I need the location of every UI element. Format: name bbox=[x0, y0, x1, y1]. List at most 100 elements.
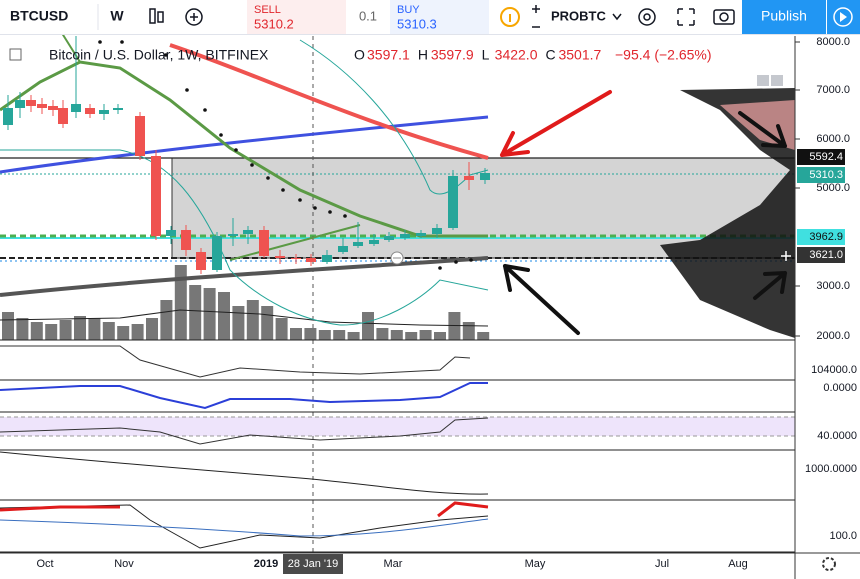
indicator-line bbox=[0, 501, 489, 518]
price-badge-label: 3621.0 bbox=[809, 249, 843, 261]
candle-body bbox=[212, 236, 222, 270]
info-icon[interactable] bbox=[500, 7, 520, 27]
collapse-icon[interactable] bbox=[9, 48, 22, 61]
annotation-arrow bbox=[500, 90, 612, 157]
sar-dot bbox=[281, 188, 285, 192]
indicator-line bbox=[0, 451, 489, 495]
settings-icon[interactable] bbox=[638, 8, 656, 26]
quantity[interactable]: 0.1 bbox=[359, 8, 377, 23]
sar-dot bbox=[185, 88, 189, 92]
price-badge bbox=[797, 247, 845, 263]
volume-bar bbox=[347, 332, 360, 340]
price-axis bbox=[795, 36, 860, 553]
volume-bar bbox=[160, 300, 173, 340]
play-icon bbox=[840, 12, 847, 22]
candle-body bbox=[48, 106, 58, 110]
volume-bar bbox=[462, 322, 475, 340]
ma-line bbox=[0, 60, 488, 238]
ohlc-label: H bbox=[418, 47, 428, 63]
price-badge-label: 5310.3 bbox=[809, 169, 843, 181]
interval[interactable]: W bbox=[110, 8, 124, 24]
candle-body bbox=[322, 255, 332, 262]
price-badge-label: 5592.4 bbox=[809, 151, 843, 163]
candle-body bbox=[166, 230, 176, 236]
indicators-icon[interactable] bbox=[190, 13, 198, 21]
annotation-arrow bbox=[753, 271, 787, 300]
candle-body bbox=[15, 100, 25, 108]
settings-icon[interactable] bbox=[643, 13, 651, 21]
account[interactable]: PROBTC bbox=[551, 8, 607, 23]
price-tick-label: 3000.0 bbox=[816, 280, 850, 292]
candle-body bbox=[338, 246, 348, 252]
legend-title: Bitcoin / U.S. Dollar, 1W, BITFINEX bbox=[49, 47, 269, 63]
candle-body bbox=[464, 176, 474, 180]
crosshair-tag bbox=[283, 554, 343, 574]
sar-dot bbox=[120, 40, 124, 44]
volume-bar bbox=[146, 318, 158, 340]
band-line bbox=[0, 149, 489, 326]
candle-body bbox=[135, 116, 145, 156]
volume-bar bbox=[218, 292, 230, 340]
price-badge bbox=[797, 229, 845, 245]
snapshot-icon[interactable] bbox=[713, 9, 735, 25]
sell-price: 5310.2 bbox=[254, 16, 294, 31]
sar-dot bbox=[203, 108, 207, 112]
fullscreen-icon[interactable] bbox=[677, 8, 695, 26]
scale-button[interactable] bbox=[757, 75, 769, 86]
annotation-arrow bbox=[738, 111, 787, 148]
time-tick-label: May bbox=[525, 558, 546, 570]
buy-label: BUY bbox=[397, 4, 420, 16]
crosshair-label: 28 Jan '19 bbox=[288, 558, 338, 570]
price-badge bbox=[797, 167, 845, 183]
trend-line bbox=[229, 224, 361, 261]
time-tick-label: 2019 bbox=[254, 558, 278, 570]
volume-bar bbox=[74, 316, 86, 340]
scale-button[interactable] bbox=[771, 75, 783, 86]
publish-button[interactable] bbox=[742, 0, 826, 34]
candle-body bbox=[243, 230, 253, 234]
qty-stepper[interactable] bbox=[532, 5, 540, 28]
ohlc-value: 3597.9 bbox=[431, 47, 474, 63]
volume-bar bbox=[88, 318, 101, 340]
volume-bar bbox=[16, 318, 29, 340]
settings-icon[interactable] bbox=[822, 557, 836, 571]
price-tick-label: 2000.0 bbox=[816, 330, 850, 342]
volume-bar bbox=[102, 322, 115, 340]
candle-body bbox=[259, 230, 269, 256]
sar-dot bbox=[250, 163, 254, 167]
sell-button[interactable] bbox=[247, 0, 346, 34]
volume-bar bbox=[333, 330, 346, 340]
time-tick-label: Nov bbox=[114, 558, 134, 570]
candle-body bbox=[432, 228, 442, 234]
volume-bar bbox=[45, 324, 58, 340]
volume-bar bbox=[405, 332, 418, 340]
candle-style-icon[interactable] bbox=[157, 11, 164, 23]
candle-body bbox=[384, 236, 394, 240]
volume-bar bbox=[419, 330, 432, 340]
publish-label: Publish bbox=[761, 8, 807, 24]
indicators-icon[interactable] bbox=[185, 8, 203, 26]
indicator-line bbox=[0, 345, 471, 378]
price-tick-label: 8000.0 bbox=[816, 36, 850, 48]
candle-style-icon[interactable] bbox=[149, 8, 156, 24]
candle-body bbox=[58, 108, 68, 124]
buy-button[interactable] bbox=[390, 0, 489, 34]
plus-icon bbox=[781, 251, 791, 261]
symbol[interactable]: BTCUSD bbox=[10, 8, 68, 24]
sar-dot bbox=[266, 176, 270, 180]
volume-bar bbox=[174, 265, 187, 340]
sar-dot bbox=[219, 133, 223, 137]
candle-body bbox=[480, 173, 490, 180]
chart-area bbox=[0, 29, 796, 553]
annotation-arrow bbox=[503, 264, 580, 335]
price-tick-label: 7000.0 bbox=[816, 84, 850, 96]
indicator-band bbox=[0, 417, 795, 436]
snapshot-icon[interactable] bbox=[719, 12, 729, 22]
candle-body bbox=[400, 234, 410, 238]
dropdown-icon[interactable] bbox=[612, 13, 622, 21]
pane-tick-label: 1000.0000 bbox=[805, 463, 857, 475]
candle-body bbox=[353, 242, 363, 246]
volume-bar bbox=[362, 312, 374, 340]
play-icon bbox=[833, 7, 853, 27]
